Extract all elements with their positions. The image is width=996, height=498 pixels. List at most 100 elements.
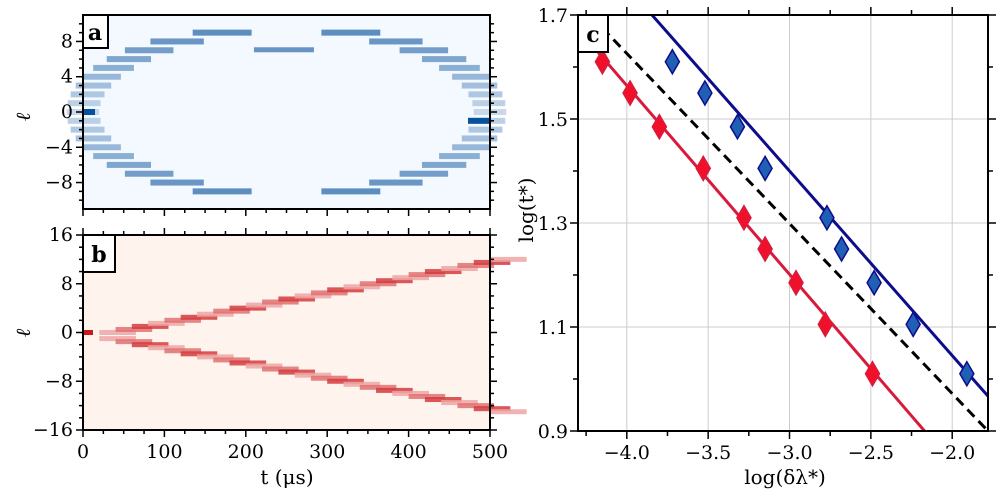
- heat-cell: [310, 375, 348, 381]
- heat-cell: [457, 262, 495, 268]
- heat-cell: [321, 29, 381, 36]
- x-tick-label: 400: [390, 441, 426, 463]
- y-tick-label: −8: [45, 172, 73, 194]
- panel-a-x-ticks: [82, 209, 491, 216]
- heat-cell: [124, 47, 174, 54]
- x-tick-label: −3.5: [685, 442, 731, 464]
- heat-cell: [99, 336, 136, 342]
- panel-a-background: [83, 15, 490, 209]
- heat-cell: [468, 117, 490, 124]
- heat-cell: [196, 311, 234, 317]
- heat-cell: [461, 82, 498, 89]
- heat-cell: [164, 317, 202, 323]
- blue-marker: [664, 48, 681, 76]
- heat-cell: [131, 342, 169, 348]
- heat-cell: [93, 153, 134, 160]
- heat-cell: [67, 100, 101, 107]
- x-tick-label: 200: [228, 441, 264, 463]
- x-tick-label: 100: [146, 441, 182, 463]
- heat-cell: [262, 299, 299, 305]
- heat-cell: [75, 135, 112, 142]
- heat-cell: [359, 384, 397, 390]
- heat-cell: [150, 179, 204, 186]
- heat-cell: [392, 275, 429, 281]
- heat-cell: [93, 64, 134, 71]
- panel-a: −8 −4 0 4 8 ℓ a: [11, 14, 507, 216]
- y-tick-label: 1.3: [538, 213, 568, 235]
- heat-cell: [421, 56, 467, 63]
- panel-a-ylabel: ℓ: [11, 112, 35, 121]
- panel-c-y-ticks: 0.9 1.1 1.3 1.5 1.7: [538, 5, 996, 443]
- heat-cell: [421, 161, 467, 168]
- heat-cell: [192, 188, 252, 195]
- heat-cell: [490, 256, 527, 262]
- y-tick-label: 1.7: [538, 5, 568, 27]
- red-marker: [757, 235, 773, 263]
- heat-cell: [150, 38, 204, 45]
- panel-b-heatmap: [83, 256, 527, 415]
- heat-cell: [245, 302, 283, 308]
- y-tick-label: 0: [61, 322, 73, 344]
- y-tick-label: 16: [49, 224, 73, 246]
- heat-cell: [115, 326, 153, 332]
- panel-c-label-box: [577, 14, 609, 53]
- panel-a-label: a: [88, 20, 102, 46]
- y-tick-label: −4: [45, 136, 73, 158]
- heat-cell: [106, 56, 152, 63]
- heat-cell: [278, 369, 315, 375]
- reference-fit-line: [601, 26, 988, 431]
- heat-cell: [196, 354, 234, 360]
- panel-a-label-box: [82, 14, 109, 49]
- red-marker: [736, 204, 752, 232]
- heat-cell: [376, 387, 413, 393]
- panel-b-xlabel: t (μs): [260, 465, 313, 489]
- heat-cell: [473, 406, 511, 412]
- heat-cell: [192, 29, 252, 36]
- heat-cell: [327, 378, 364, 384]
- heat-cell: [245, 363, 283, 369]
- heat-cell: [99, 330, 136, 335]
- heat-cell: [67, 117, 101, 124]
- red-marker: [695, 154, 712, 182]
- heat-cell: [490, 409, 527, 415]
- x-tick-label: −4.0: [604, 442, 650, 464]
- heat-cell: [83, 109, 95, 115]
- heat-cell: [441, 266, 478, 272]
- heat-cell: [148, 345, 185, 351]
- heat-cell: [369, 38, 423, 45]
- heat-cell: [321, 188, 381, 195]
- heat-cell: [164, 348, 202, 354]
- y-tick-label: 4: [61, 66, 73, 88]
- x-tick-label: 500: [472, 441, 508, 463]
- blue-marker: [833, 235, 850, 263]
- red-marker: [594, 48, 611, 76]
- heat-cell: [399, 47, 449, 54]
- heat-cell: [439, 153, 480, 160]
- y-tick-label: −8: [45, 370, 73, 392]
- heat-cell: [468, 91, 503, 98]
- heat-cell: [452, 73, 490, 80]
- x-tick-label: −2.5: [848, 442, 894, 464]
- heat-cell: [131, 323, 169, 329]
- blue-fit-line: [650, 15, 988, 398]
- panel-c-x-ticks: −4.0 −3.5 −3.0 −2.5 −2.0: [585, 7, 975, 464]
- heat-cell: [424, 397, 462, 403]
- panel-c-label: c: [586, 22, 599, 48]
- blue-marker: [905, 310, 922, 338]
- heat-cell: [294, 372, 332, 378]
- heat-cell: [70, 91, 105, 98]
- red-marker: [788, 269, 804, 297]
- panel-c-xlabel: log(δλ*): [744, 465, 826, 489]
- heat-cell: [106, 161, 152, 168]
- heat-cell: [343, 284, 381, 290]
- panel-c-markers: [594, 48, 975, 388]
- blue-marker: [958, 360, 975, 388]
- panel-b: −16 −8 0 8 16 0 100 200 300 400 500 ℓ t (μs) b: [11, 224, 527, 489]
- panel-b-y-ticks: −16 −8 0 8 16: [33, 224, 497, 441]
- panel-c: 0.9 1.1 1.3 1.5 1.7 −4.0 −3.5 −3.0 −2.5 −2.0 log…: [514, 5, 996, 489]
- blue-marker: [819, 204, 835, 232]
- x-tick-label: −2.0: [929, 442, 975, 464]
- y-tick-label: 0: [61, 101, 73, 123]
- y-tick-label: 8: [61, 273, 73, 295]
